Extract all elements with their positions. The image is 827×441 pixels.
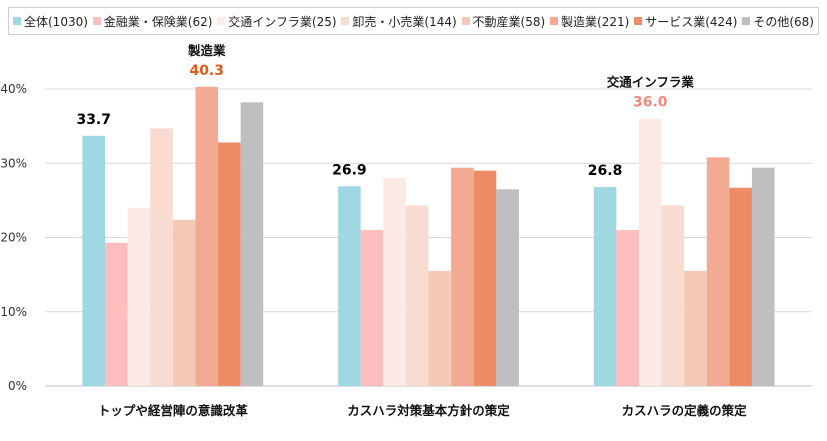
- legend-item: その他(68): [742, 13, 814, 30]
- bar: [105, 242, 128, 386]
- y-tick-label: 10%: [0, 305, 27, 319]
- x-tick-label: カスハラの定義の策定: [622, 403, 748, 418]
- legend-label: 交通インフラ業(25): [228, 14, 337, 29]
- legend-label: サービス業(424): [645, 14, 738, 29]
- legend-item: 製造業(221): [550, 13, 629, 30]
- bar: [383, 178, 406, 386]
- bar: [428, 270, 452, 386]
- x-tick-label: トップや経営陣の意識改革: [98, 403, 249, 418]
- bar: [360, 230, 384, 386]
- legend-item: 全体(1030): [13, 13, 88, 30]
- bar: [195, 86, 219, 387]
- bar: [729, 187, 752, 386]
- bar: [684, 270, 707, 386]
- legend-item: 不動産業(58): [461, 13, 546, 30]
- legend-swatch: [550, 17, 559, 25]
- legend: 全体(1030) 金融業・保険業(62) 交通インフラ業(25) 卸売・小売業(144…: [8, 7, 819, 35]
- bar: [338, 186, 361, 386]
- bar: [496, 189, 519, 386]
- data-label: 40.3: [189, 63, 224, 79]
- legend-label: 金融業・保険業(62): [103, 14, 213, 29]
- data-label: 33.7: [76, 112, 111, 128]
- legend-swatch: [92, 17, 101, 25]
- bar: [638, 118, 662, 386]
- bar: [751, 167, 775, 386]
- y-tick-label: 0%: [8, 379, 27, 393]
- legend-swatch: [341, 17, 350, 25]
- legend-label: 全体(1030): [24, 14, 88, 29]
- data-label: 36.0: [633, 95, 668, 111]
- bar: [127, 207, 151, 386]
- bar: [150, 128, 173, 387]
- data-label: 26.8: [588, 163, 623, 179]
- legend-label: 卸売・小売業(144): [352, 14, 457, 29]
- bar: [706, 157, 730, 386]
- legend-label: その他(68): [753, 14, 814, 29]
- bar: [172, 219, 196, 386]
- annotation-header: 交通インフラ業: [607, 75, 695, 90]
- bar: [240, 102, 264, 387]
- legend-item: 金融業・保険業(62): [92, 13, 213, 30]
- legend-swatch: [461, 17, 470, 25]
- y-tick-label: 30%: [0, 156, 27, 170]
- y-tick-label: 40%: [0, 82, 27, 96]
- legend-swatch: [742, 17, 751, 25]
- x-tick-label: カスハラ対策基本方針の策定: [347, 403, 510, 418]
- legend-label: 製造業(221): [561, 14, 630, 29]
- y-tick-label: 20%: [0, 231, 27, 245]
- legend-item: サービス業(424): [634, 13, 737, 30]
- bar: [218, 142, 241, 386]
- legend-label: 不動産業(58): [472, 14, 546, 29]
- annotation-header: 製造業: [187, 43, 226, 58]
- bar: [473, 170, 497, 386]
- data-label: 26.9: [332, 162, 367, 178]
- legend-swatch: [13, 17, 21, 25]
- bar: [82, 135, 106, 386]
- legend-swatch: [634, 17, 643, 25]
- legend-swatch: [217, 17, 226, 25]
- legend-item: 卸売・小売業(144): [341, 13, 457, 30]
- legend-item: 交通インフラ業(25): [217, 13, 337, 30]
- bar: [405, 205, 429, 386]
- bar: [616, 230, 639, 386]
- bar: [451, 167, 474, 386]
- bar: [661, 205, 685, 386]
- bar: [593, 187, 617, 386]
